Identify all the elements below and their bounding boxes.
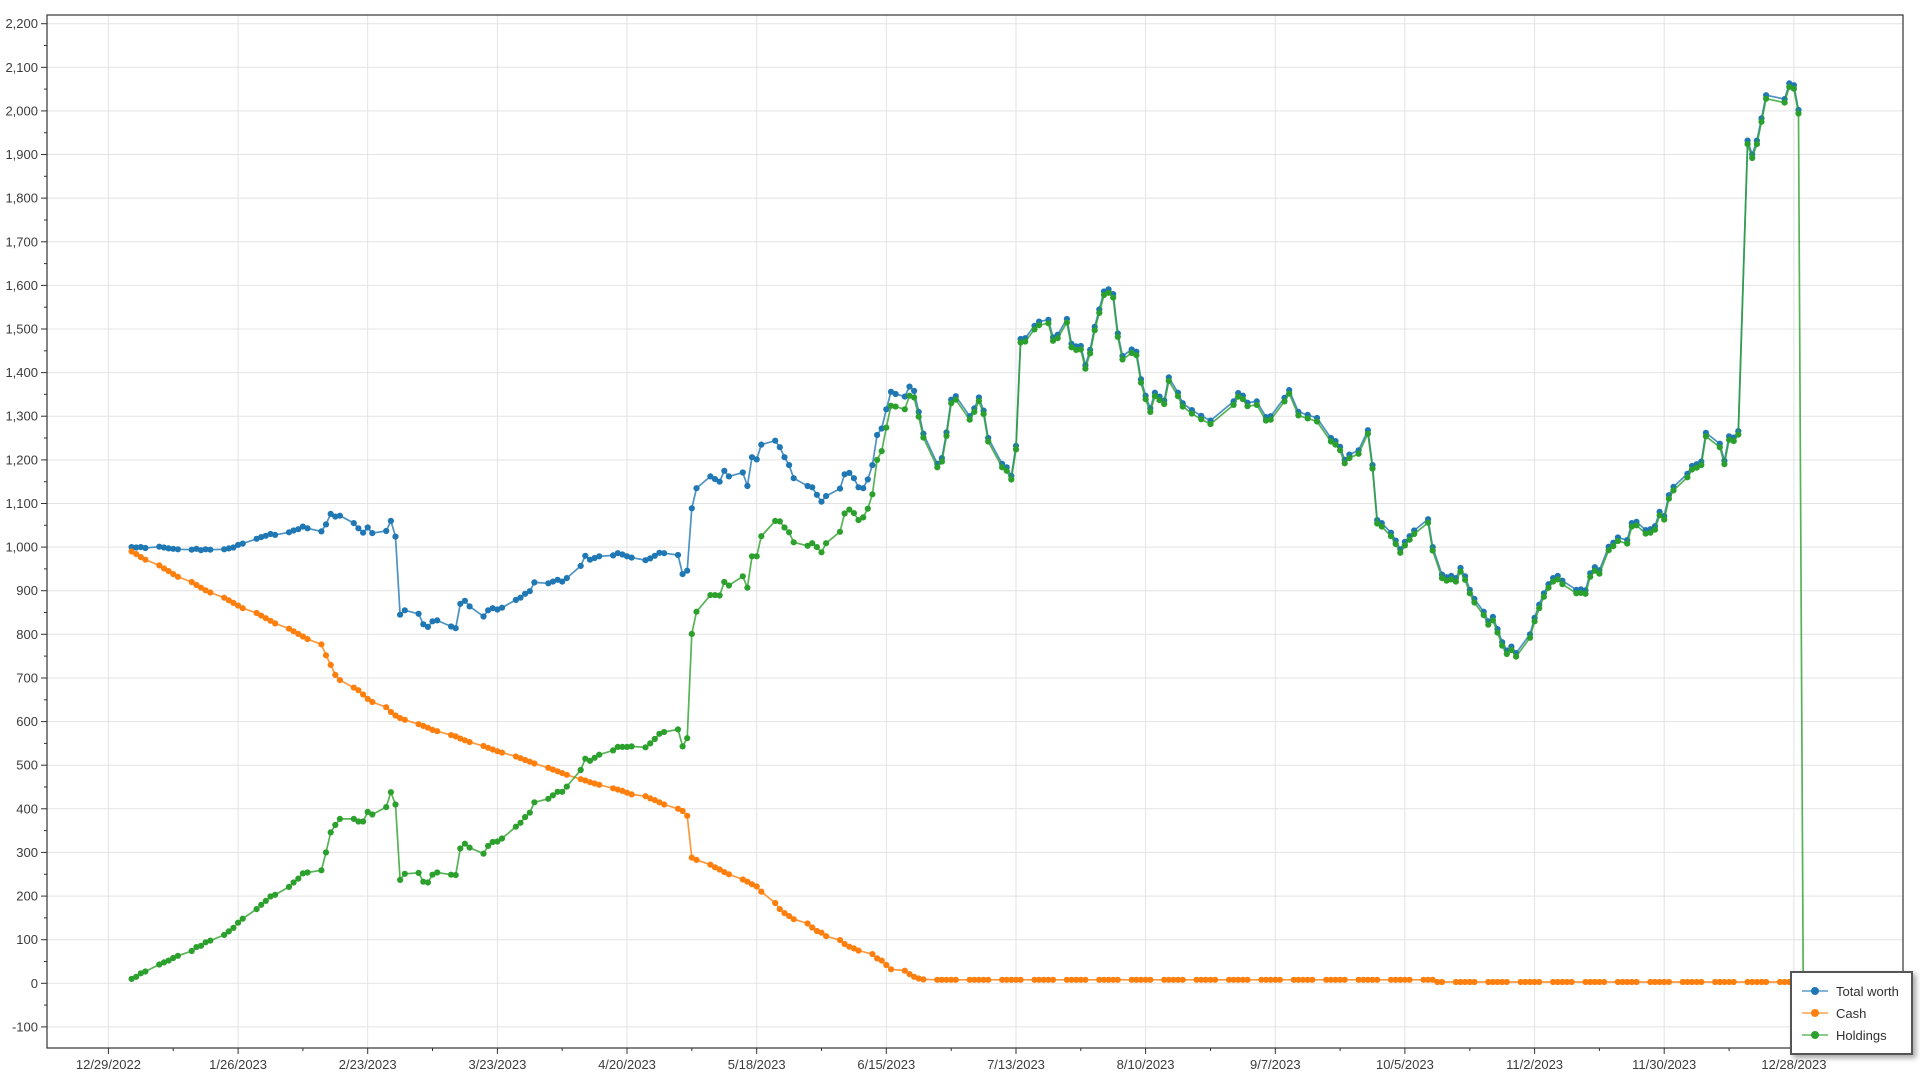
series-line-cash bbox=[131, 550, 1799, 983]
legend-series-marker-icon bbox=[1802, 1030, 1828, 1040]
y-tick-label: 0 bbox=[31, 976, 38, 991]
series-markers-cash bbox=[128, 548, 1802, 986]
x-tick-label: 3/23/2023 bbox=[468, 1057, 526, 1072]
y-tick-label: 800 bbox=[16, 627, 38, 642]
y-tick-label: 200 bbox=[16, 889, 38, 904]
y-tick-label: 2,100 bbox=[5, 60, 38, 75]
y-tick-label: -100 bbox=[12, 1019, 38, 1034]
legend-item-holdings[interactable]: Holdings bbox=[1802, 1024, 1899, 1046]
y-tick-label: 1,400 bbox=[5, 365, 38, 380]
y-tick-label: 300 bbox=[16, 845, 38, 860]
x-tick-label: 9/7/2023 bbox=[1250, 1057, 1301, 1072]
legend-label: Holdings bbox=[1836, 1027, 1887, 1043]
y-tick-label: 1,900 bbox=[5, 147, 38, 162]
series-line-total-worth bbox=[131, 82, 1800, 655]
y-tick-label: 1,300 bbox=[5, 409, 38, 424]
y-tick-label: 1,000 bbox=[5, 540, 38, 555]
x-tick-label: 10/5/2023 bbox=[1376, 1057, 1434, 1072]
legend-item-cash[interactable]: Cash bbox=[1802, 1002, 1899, 1024]
x-tick-label: 5/18/2023 bbox=[728, 1057, 786, 1072]
series-markers-holdings bbox=[128, 83, 1807, 983]
y-tick-label: 100 bbox=[16, 932, 38, 947]
legend-series-marker-icon bbox=[1802, 986, 1828, 996]
y-tick-label: 1,500 bbox=[5, 322, 38, 337]
y-tick-label: 600 bbox=[16, 714, 38, 729]
y-tick-label: 1,200 bbox=[5, 452, 38, 467]
y-tick-label: 400 bbox=[16, 801, 38, 816]
y-tick-label: 700 bbox=[16, 671, 38, 686]
x-tick-label: 12/28/2023 bbox=[1761, 1057, 1826, 1072]
y-tick-label: 900 bbox=[16, 583, 38, 598]
y-tick-label: 2,200 bbox=[5, 16, 38, 31]
x-tick-label: 12/29/2022 bbox=[76, 1057, 141, 1072]
y-tick-label: 1,800 bbox=[5, 191, 38, 206]
y-tick-label: 1,600 bbox=[5, 278, 38, 293]
x-tick-label: 1/26/2023 bbox=[209, 1057, 267, 1072]
x-tick-label: 8/10/2023 bbox=[1117, 1057, 1175, 1072]
x-tick-label: 11/2/2023 bbox=[1506, 1057, 1563, 1072]
legend-item-total-worth[interactable]: Total worth bbox=[1802, 980, 1899, 1002]
legend-label: Cash bbox=[1836, 1005, 1867, 1021]
y-tick-label: 500 bbox=[16, 758, 38, 773]
x-tick-label: 11/30/2023 bbox=[1632, 1057, 1696, 1072]
chart-legend: Total worth Cash Holdings bbox=[1790, 971, 1913, 1055]
x-tick-label: 6/15/2023 bbox=[857, 1057, 915, 1072]
plot-border bbox=[46, 14, 1904, 1049]
x-tick-label: 2/23/2023 bbox=[339, 1057, 397, 1072]
y-tick-label: 2,000 bbox=[5, 103, 38, 118]
legend-label: Total worth bbox=[1836, 983, 1899, 999]
legend-series-marker-icon bbox=[1802, 1008, 1828, 1018]
y-tick-label: 1,100 bbox=[5, 496, 38, 511]
y-tick-label: 1,700 bbox=[5, 234, 38, 249]
series-line-holdings bbox=[131, 85, 1805, 980]
x-tick-label: 4/20/2023 bbox=[598, 1057, 656, 1072]
x-tick-label: 7/13/2023 bbox=[987, 1057, 1045, 1072]
series-markers-total-worth bbox=[128, 80, 1802, 657]
